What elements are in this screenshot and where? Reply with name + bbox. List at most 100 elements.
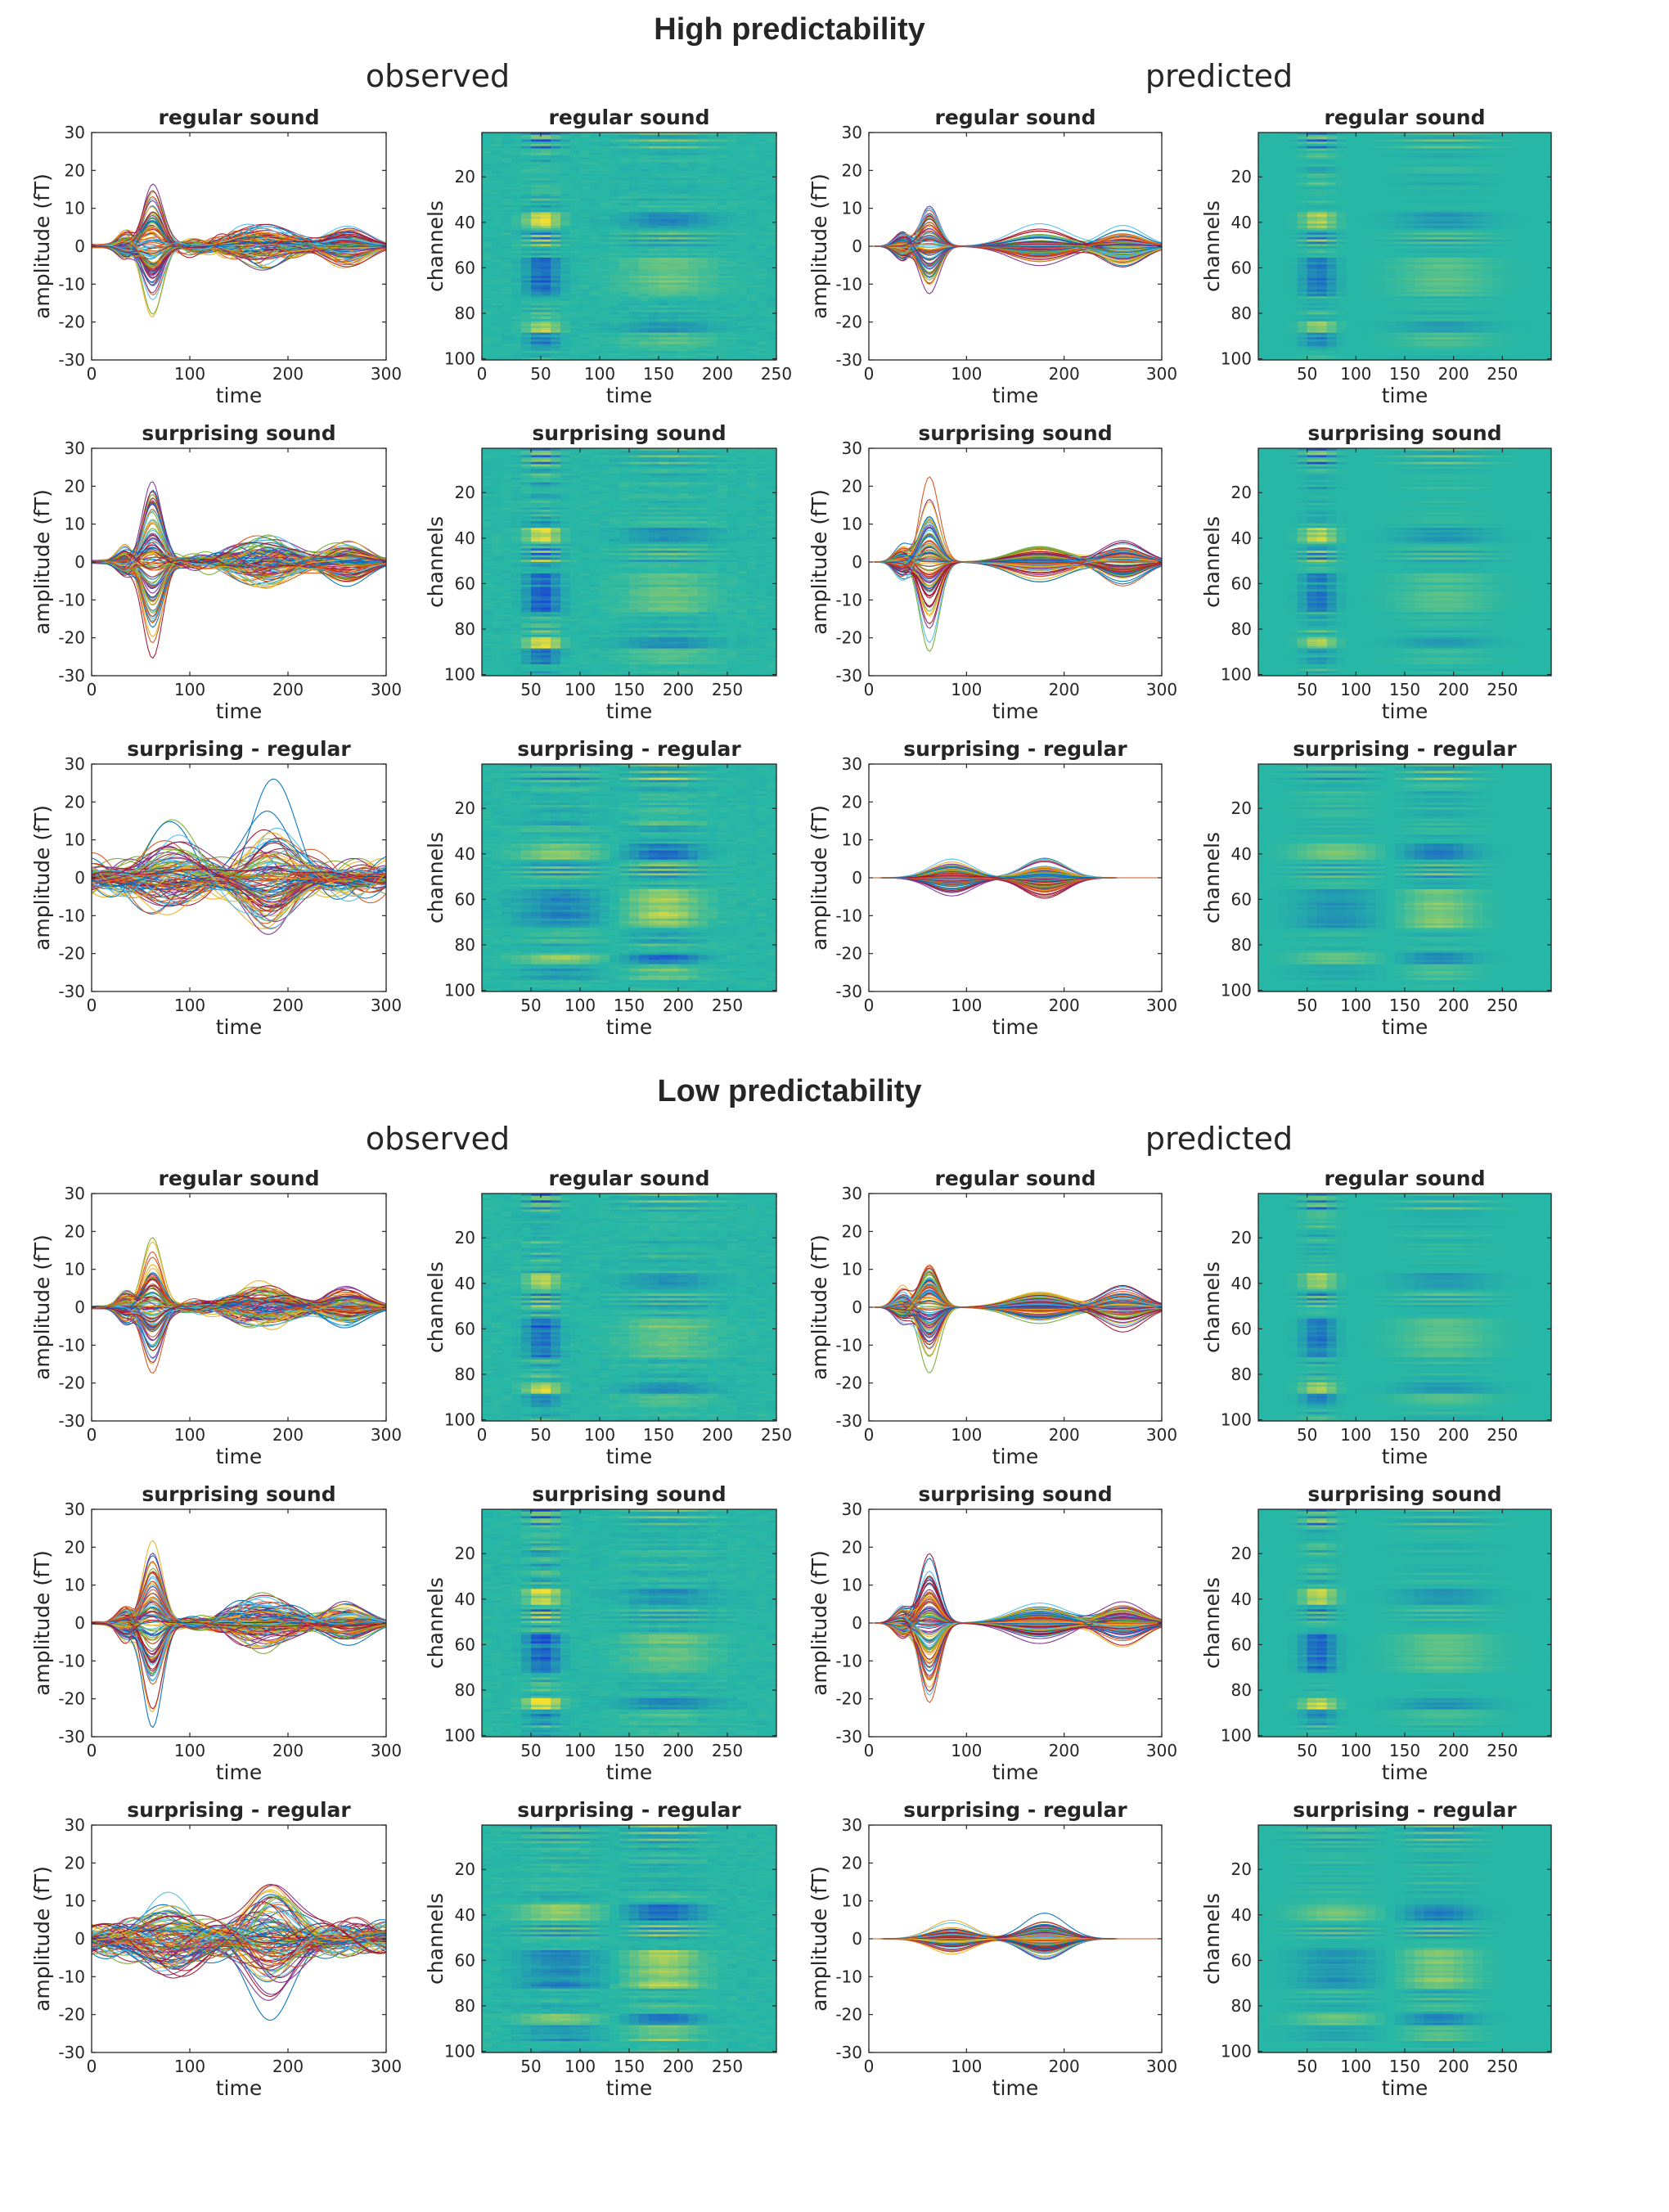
heatmap-cell xyxy=(610,218,620,223)
heatmap-cell xyxy=(678,189,689,192)
heatmap-cell xyxy=(747,225,758,229)
heatmap-cell xyxy=(541,175,551,179)
heatmap-cell xyxy=(737,182,748,186)
heatmap-cell xyxy=(668,273,679,276)
heatmap-cell xyxy=(767,239,777,243)
heatmap-cell xyxy=(492,253,502,256)
heatmap-cell xyxy=(668,160,679,163)
heatmap-cell xyxy=(688,142,699,145)
heatmap-cell xyxy=(698,230,709,233)
heatmap-cell xyxy=(551,253,561,256)
heatmap-cell xyxy=(511,235,522,238)
heatmap-cell xyxy=(610,175,620,179)
heatmap-cell xyxy=(610,194,620,197)
heatmap-cell xyxy=(649,153,659,156)
heatmap-cell xyxy=(737,146,748,150)
heatmap-cell xyxy=(492,139,502,142)
heatmap-cell xyxy=(708,221,718,224)
heatmap-cell xyxy=(767,267,777,270)
heatmap-cell xyxy=(649,267,659,270)
heatmap-cell xyxy=(737,236,748,241)
heatmap-cell xyxy=(531,196,542,200)
heatmap-cell xyxy=(590,178,601,181)
heatmap-cell xyxy=(511,139,522,142)
heatmap-cell xyxy=(482,239,493,243)
heatmap-cell xyxy=(757,194,767,197)
heatmap-cell xyxy=(482,205,493,209)
heatmap-cell xyxy=(718,164,728,168)
heatmap-cell xyxy=(678,139,689,142)
heatmap-cell xyxy=(511,164,522,168)
heatmap-cell xyxy=(659,235,669,238)
heatmap-cell xyxy=(718,264,728,268)
heatmap-cell xyxy=(580,262,591,265)
heatmap-cell xyxy=(551,196,561,200)
heatmap-cell xyxy=(570,137,581,140)
heatmap-cell xyxy=(678,207,689,211)
heatmap-cell xyxy=(531,271,542,274)
heatmap-cell xyxy=(708,143,718,147)
heatmap-cell xyxy=(619,232,630,236)
heatmap-cell xyxy=(639,164,650,168)
heatmap-cell xyxy=(570,194,581,197)
heatmap-cell xyxy=(688,171,699,174)
heatmap-cell xyxy=(570,189,581,192)
heatmap-cell xyxy=(531,160,542,163)
heatmap-cell xyxy=(629,221,640,224)
heatmap-cell xyxy=(698,180,709,183)
heatmap-cell xyxy=(668,214,679,218)
heatmap-cell xyxy=(560,257,571,261)
heatmap-cell xyxy=(727,164,738,168)
heatmap-cell xyxy=(482,153,493,156)
heatmap-cell xyxy=(747,268,758,272)
heatmap-cell xyxy=(502,262,512,265)
heatmap-cell xyxy=(668,259,679,263)
heatmap-cell xyxy=(688,218,699,223)
heatmap-cell xyxy=(698,143,709,147)
heatmap-cell xyxy=(482,160,493,163)
heatmap-cell xyxy=(619,182,630,186)
heatmap-cell xyxy=(629,173,640,177)
heatmap-cell xyxy=(610,236,620,241)
heatmap-cell xyxy=(629,198,640,201)
heatmap-cell xyxy=(688,164,699,168)
heatmap-cell xyxy=(560,248,571,252)
heatmap-cell xyxy=(747,218,758,223)
heatmap-cell xyxy=(482,207,493,211)
heatmap-cell xyxy=(708,255,718,259)
heatmap-cell xyxy=(767,162,777,165)
heatmap-cell xyxy=(659,143,669,147)
heatmap-cell xyxy=(541,244,551,247)
heatmap-cell xyxy=(747,153,758,156)
heatmap-cell xyxy=(678,184,689,188)
heatmap-cell xyxy=(511,248,522,252)
heatmap-cell xyxy=(610,262,620,265)
heatmap-cell xyxy=(649,189,659,192)
heatmap-cell xyxy=(727,253,738,256)
heatmap-cell xyxy=(521,198,532,201)
heatmap-cell xyxy=(727,171,738,174)
heatmap-cell xyxy=(698,194,709,197)
heatmap-cell xyxy=(600,187,610,191)
heatmap-cell xyxy=(521,143,532,147)
heatmap-cell xyxy=(678,221,689,224)
heatmap-cell xyxy=(659,246,669,250)
heatmap-cell xyxy=(757,250,767,254)
heatmap-cell xyxy=(718,225,728,229)
section-title: Low predictability xyxy=(657,1074,921,1108)
heatmap-cell xyxy=(482,203,493,206)
heatmap-cell xyxy=(570,162,581,165)
heatmap-cell xyxy=(629,196,640,200)
heatmap-cell xyxy=(610,153,620,156)
heatmap-cell xyxy=(619,212,630,215)
heatmap-cell xyxy=(482,259,493,263)
heatmap-cell xyxy=(718,212,728,215)
heatmap-cell xyxy=(688,169,699,172)
heatmap-cell xyxy=(737,180,748,183)
heatmap-cell xyxy=(560,246,571,250)
heatmap-cell xyxy=(668,139,679,142)
heatmap-cell xyxy=(649,235,659,238)
heatmap-cell xyxy=(727,187,738,191)
heatmap-cell xyxy=(521,232,532,236)
heatmap-cell xyxy=(482,169,493,172)
